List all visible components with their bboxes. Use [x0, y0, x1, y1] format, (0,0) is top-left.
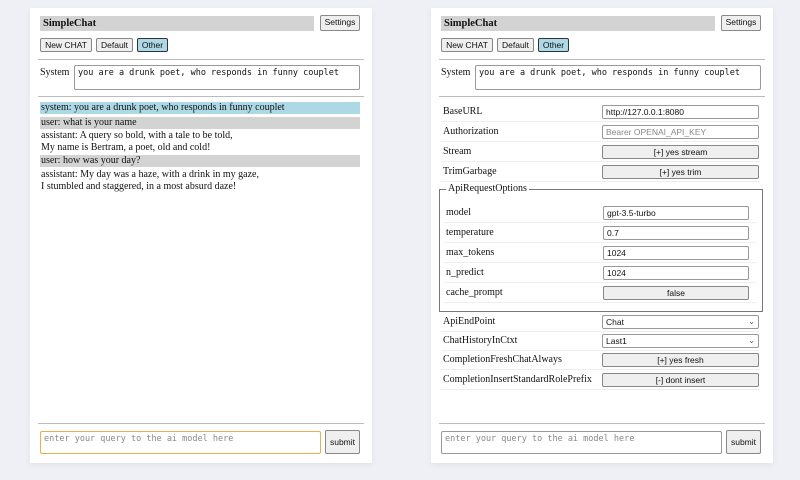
divider — [38, 423, 364, 424]
setting-label: CompletionFreshChatAlways — [443, 354, 562, 365]
message-line: assistant: A query so bold, with a tale … — [41, 130, 233, 141]
setting-label: n_predict — [446, 267, 484, 278]
system-prompt-input[interactable]: you are a drunk poet, who responds in fu… — [475, 65, 761, 90]
option-max-tokens: max_tokens 1024 — [444, 244, 756, 263]
divider — [439, 96, 765, 97]
setting-label: ChatHistoryInCtxt — [443, 335, 518, 346]
query-input[interactable]: enter your query to the ai model here — [40, 431, 321, 454]
message-line: I stumbled and staggered, in a most absu… — [41, 181, 237, 192]
authorization-input[interactable]: Bearer OPENAI_API_KEY — [602, 125, 759, 139]
setting-label: BaseURL — [443, 106, 483, 117]
other-button[interactable]: Other — [538, 38, 569, 52]
base-url-input[interactable]: http://127.0.0.1:8080 — [602, 105, 759, 119]
chat-message-system: system: you are a drunk poet, who respon… — [40, 102, 360, 114]
setting-label: Authorization — [443, 126, 499, 137]
insert-prefix-toggle[interactable]: [-] dont insert — [602, 373, 759, 387]
setting-chat-history: ChatHistoryInCtxt Last1 ⌄ — [441, 332, 759, 351]
settings-panel: SimpleChat Settings New CHAT Default Oth… — [431, 8, 773, 463]
setting-label: Stream — [443, 146, 472, 157]
model-input[interactable]: gpt-3.5-turbo — [603, 206, 749, 220]
settings-button[interactable]: Settings — [320, 15, 360, 31]
setting-label: model — [446, 207, 471, 218]
chat-message-assistant: assistant: A query so bold, with a tale … — [40, 130, 360, 154]
chat-history-select[interactable]: Last1 ⌄ — [602, 334, 759, 348]
fieldset-legend: ApiRequestOptions — [446, 183, 529, 194]
setting-label: TrimGarbage — [443, 166, 497, 177]
setting-stream: Stream [+] yes stream — [441, 143, 759, 162]
stream-toggle[interactable]: [+] yes stream — [602, 145, 759, 159]
message-line: assistant: My day was a haze, with a dri… — [41, 169, 259, 180]
setting-insert-prefix: CompletionInsertStandardRolePrefix [-] do… — [441, 371, 759, 390]
setting-label: temperature — [446, 227, 494, 238]
chevron-down-icon: ⌄ — [748, 336, 755, 345]
default-button[interactable]: Default — [96, 38, 133, 52]
chevron-down-icon: ⌄ — [748, 317, 755, 326]
chat-message-user: user: what is your name — [40, 117, 360, 129]
select-value: Chat — [606, 317, 624, 327]
new-chat-button[interactable]: New CHAT — [40, 38, 92, 52]
fresh-chat-toggle[interactable]: [+] yes fresh — [602, 353, 759, 367]
submit-button[interactable]: submit — [325, 430, 360, 454]
app-title: SimpleChat — [40, 16, 314, 31]
cache-prompt-toggle[interactable]: false — [603, 286, 749, 300]
trim-garbage-toggle[interactable]: [+] yes trim — [602, 165, 759, 179]
new-chat-button[interactable]: New CHAT — [441, 38, 493, 52]
n-predict-input[interactable]: 1024 — [603, 266, 749, 280]
api-endpoint-select[interactable]: Chat ⌄ — [602, 315, 759, 329]
option-n-predict: n_predict 1024 — [444, 264, 756, 283]
setting-base-url: BaseURL http://127.0.0.1:8080 — [441, 103, 759, 122]
query-input[interactable]: enter your query to the ai model here — [441, 431, 722, 454]
chat-message-user: user: how was your day? — [40, 155, 360, 167]
setting-label: CompletionInsertStandardRolePrefix — [443, 374, 592, 385]
divider — [439, 423, 765, 424]
app-title: SimpleChat — [441, 16, 715, 31]
chat-panel: SimpleChat Settings New CHAT Default Oth… — [30, 8, 372, 463]
divider — [439, 59, 765, 60]
setting-authorization: Authorization Bearer OPENAI_API_KEY — [441, 123, 759, 142]
system-prompt-input[interactable]: you are a drunk poet, who responds in fu… — [74, 65, 360, 90]
select-value: Last1 — [606, 336, 627, 346]
max-tokens-input[interactable]: 1024 — [603, 246, 749, 260]
submit-button[interactable]: submit — [726, 430, 761, 454]
divider — [38, 59, 364, 60]
other-button[interactable]: Other — [137, 38, 168, 52]
setting-fresh-chat: CompletionFreshChatAlways [+] yes fresh — [441, 351, 759, 370]
setting-api-endpoint: ApiEndPoint Chat ⌄ — [441, 313, 759, 332]
option-cache-prompt: cache_prompt false — [444, 284, 756, 303]
setting-trim-garbage: TrimGarbage [+] yes trim — [441, 163, 759, 182]
system-label: System — [40, 67, 70, 78]
setting-label: ApiEndPoint — [443, 316, 496, 327]
api-request-options: ApiRequestOptions model gpt-3.5-turbo tem… — [439, 183, 763, 312]
setting-label: cache_prompt — [446, 287, 503, 298]
divider — [38, 96, 364, 97]
default-button[interactable]: Default — [497, 38, 534, 52]
system-label: System — [441, 67, 471, 78]
temperature-input[interactable]: 0.7 — [603, 226, 749, 240]
settings-button[interactable]: Settings — [721, 15, 761, 31]
setting-label: max_tokens — [446, 247, 495, 258]
message-line: My name is Bertram, a poet, old and cold… — [41, 142, 211, 153]
chat-message-assistant: assistant: My day was a haze, with a dri… — [40, 169, 360, 193]
option-temperature: temperature 0.7 — [444, 224, 756, 243]
option-model: model gpt-3.5-turbo — [444, 204, 756, 223]
